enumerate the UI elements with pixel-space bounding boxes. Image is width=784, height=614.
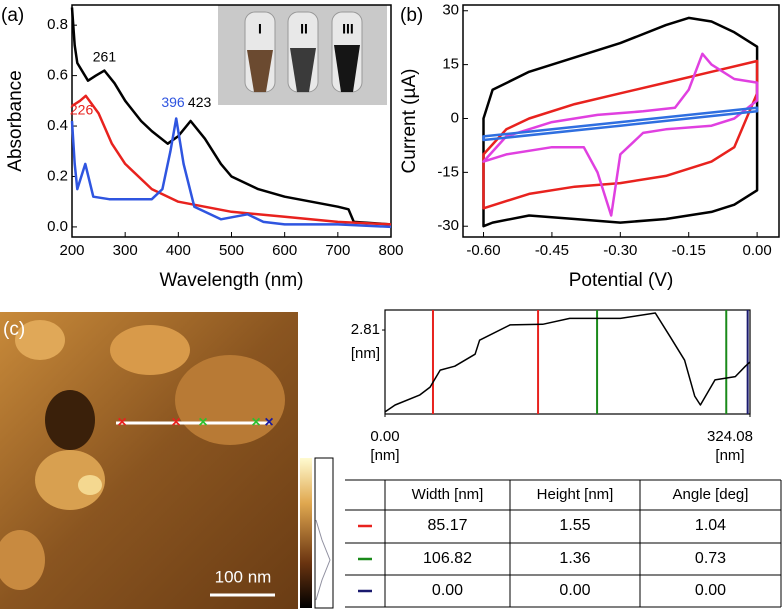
table-cell: 1.04 <box>695 517 726 534</box>
data-line <box>384 312 751 413</box>
table-header: Angle [deg] <box>673 486 749 503</box>
table-cell: 0.73 <box>695 550 726 567</box>
x-tick-label: 500 <box>219 242 244 259</box>
table-cell: 0.00 <box>432 582 463 599</box>
annotation: 261 <box>93 49 117 65</box>
table <box>345 479 782 608</box>
x-tick-label: -0.60 <box>466 242 500 259</box>
svg-text:×: × <box>251 414 260 431</box>
svg-text:×: × <box>117 414 126 431</box>
x-axis-label: Potential (V) <box>569 270 674 291</box>
panel-label: (a) <box>1 5 24 26</box>
y-tick-label: 15 <box>442 56 459 73</box>
panel-label: (c) <box>3 319 25 340</box>
y-tick-label: 0.4 <box>47 117 68 134</box>
y-unit: [nm] <box>351 345 380 362</box>
data-line <box>482 16 759 228</box>
x-axis-label: Wavelength (nm) <box>160 270 304 291</box>
y-axis-label: Current (µA) <box>399 69 420 174</box>
x-tick-label: 200 <box>59 242 84 259</box>
x-tick-label: -0.45 <box>535 242 569 259</box>
table-cell: 0.00 <box>695 582 726 599</box>
x-tick-label: 324.08 <box>707 428 753 445</box>
inset-label: I <box>258 21 262 37</box>
data-line <box>482 106 759 142</box>
y-tick-label: -15 <box>437 163 459 180</box>
data-line <box>71 94 392 226</box>
y-tick-label: 0.8 <box>47 16 68 33</box>
scale-bar-label: 100 nm <box>215 567 272 586</box>
y-tick-label: -30 <box>437 217 459 234</box>
x-tick-label: 0.00 <box>743 242 772 259</box>
table-cell: 1.36 <box>559 550 590 567</box>
y-tick-label: 0.2 <box>47 167 68 184</box>
y-tick-label: 30 <box>442 2 459 19</box>
svg-text:×: × <box>264 414 273 431</box>
x-unit: [nm] <box>370 447 399 464</box>
x-tick-label: 400 <box>166 242 191 259</box>
table-header: Width [nm] <box>412 486 484 503</box>
inset-photo <box>218 5 387 105</box>
table-cell: 0.00 <box>559 582 590 599</box>
table-header: Height [nm] <box>537 486 614 503</box>
annotation: 423 <box>188 94 212 110</box>
y-tick-label: 0.0 <box>47 218 68 235</box>
y-tick-label: 2.81 <box>351 321 380 338</box>
x-unit: [nm] <box>715 447 744 464</box>
afm-image: × × × × × 100 nm <box>0 312 298 609</box>
x-tick-label: 600 <box>272 242 297 259</box>
table-cell: 85.17 <box>427 517 467 534</box>
y-tick-label: 0 <box>451 109 459 126</box>
annotation: 396 <box>161 94 185 110</box>
y-axis-label: Absorbance <box>5 70 26 171</box>
svg-text:×: × <box>198 414 207 431</box>
plot-frame <box>462 4 780 238</box>
data-line <box>482 52 759 217</box>
annotation: 226 <box>70 102 94 118</box>
x-tick-label: 0.00 <box>370 428 399 445</box>
x-tick-label: -0.15 <box>672 242 706 259</box>
x-tick-label: 300 <box>113 242 138 259</box>
histogram-box <box>314 457 334 609</box>
histogram <box>315 519 331 601</box>
y-tick-label: 0.6 <box>47 67 68 84</box>
profile-frame <box>384 309 751 415</box>
x-tick-label: 700 <box>325 242 350 259</box>
x-tick-label: -0.30 <box>603 242 637 259</box>
svg-text:×: × <box>171 414 180 431</box>
data-line <box>70 117 392 229</box>
color-bar <box>300 458 312 608</box>
panel-label: (b) <box>400 5 423 26</box>
inset-label: II <box>300 21 308 37</box>
table-cell: 106.82 <box>423 550 472 567</box>
x-tick-label: 800 <box>378 242 403 259</box>
inset-label: III <box>342 21 354 37</box>
table-cell: 1.55 <box>559 517 590 534</box>
